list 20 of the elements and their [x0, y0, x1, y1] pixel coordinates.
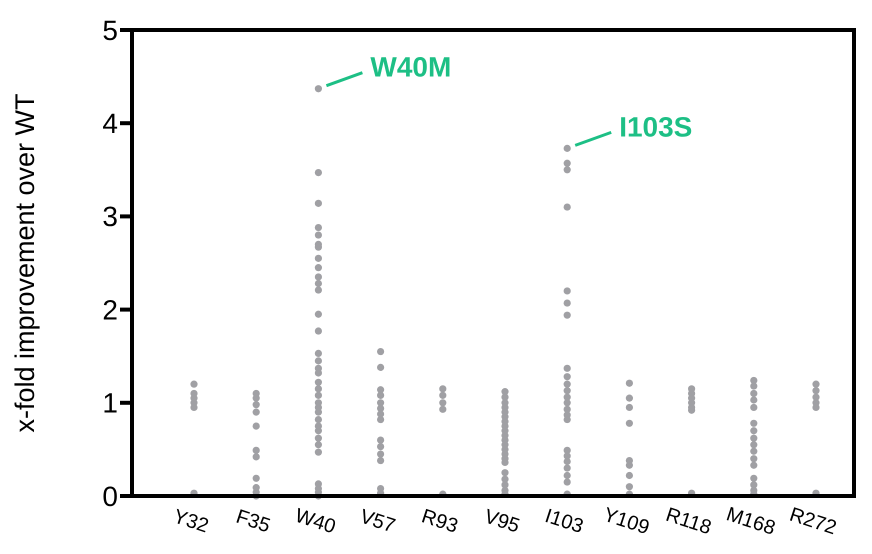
x-tick-label: R93	[418, 505, 461, 538]
y-axis-title: x-fold improvement over WT	[10, 93, 40, 433]
x-tick-label: Y32	[170, 506, 212, 538]
annotation: I103S	[619, 111, 692, 142]
y-tick-label: 3	[102, 201, 118, 232]
x-tick-label: V57	[357, 506, 398, 538]
annotation: W40M	[370, 52, 452, 83]
x-tick-label: F35	[233, 506, 273, 538]
y-tick-label: 2	[102, 294, 118, 326]
x-tick-label: R272	[786, 504, 840, 540]
x-tick-label: M168	[724, 503, 778, 540]
x-tick-label: I103	[542, 505, 586, 538]
y-tick-label: 1	[102, 388, 118, 419]
y-tick-label: 0	[102, 480, 118, 512]
x-tick-label: W40	[292, 504, 338, 538]
y-tick-label: 4	[102, 108, 118, 139]
x-tick-label: V95	[482, 506, 522, 538]
x-tick-label: R118	[663, 504, 714, 540]
y-tick-label: 5	[102, 14, 118, 46]
x-tick-label: Y109	[600, 504, 652, 540]
